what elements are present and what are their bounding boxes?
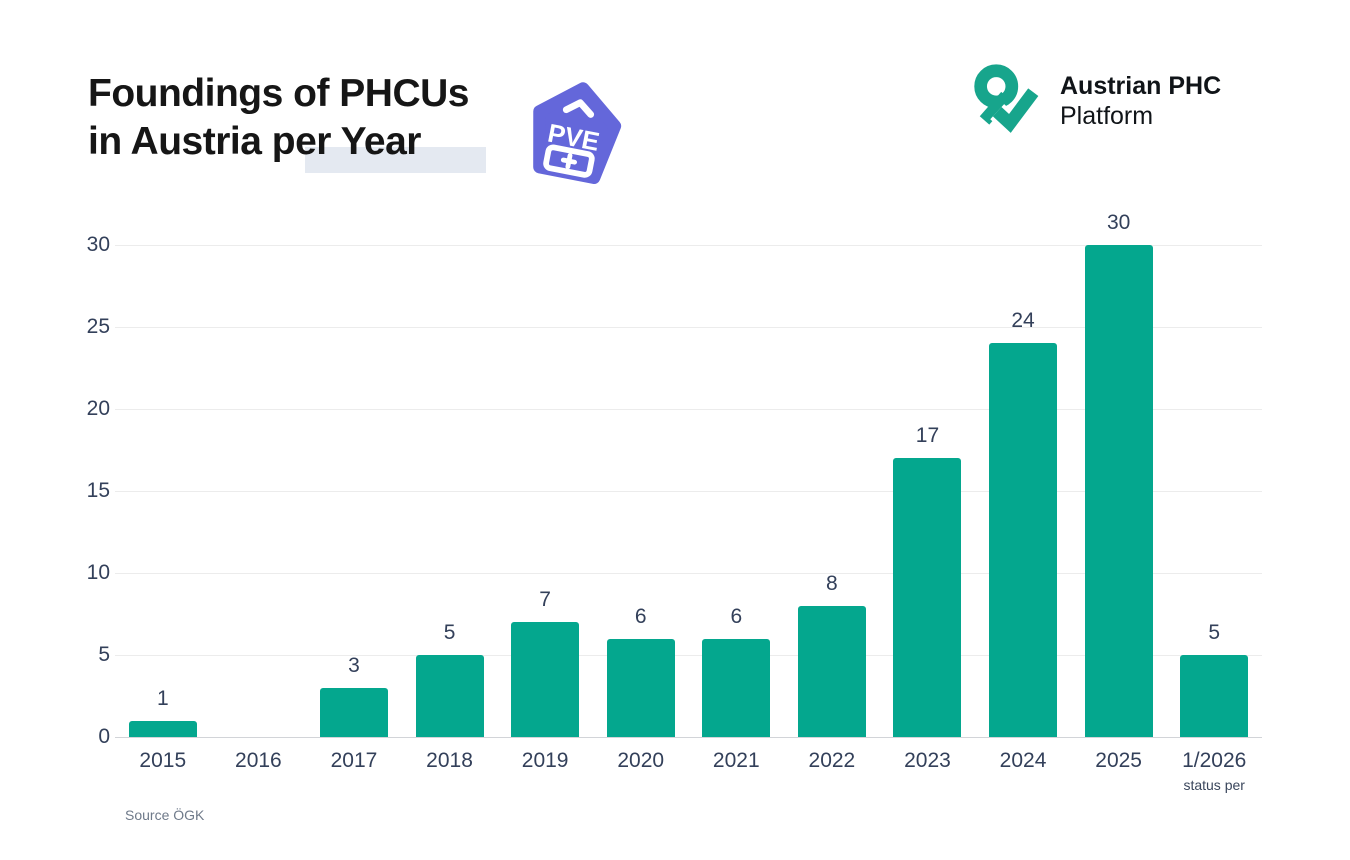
x-axis-label-2024: 2024 (999, 749, 1047, 772)
logo-subtitle: Platform (1060, 102, 1154, 130)
y-axis-label-25: 25 (86, 315, 110, 338)
x-axis-label-2025: 2025 (1095, 749, 1142, 772)
y-axis-label-5: 5 (98, 643, 110, 666)
y-axis-label-15: 15 (86, 479, 110, 502)
bar-value-2017: 3 (348, 653, 360, 677)
source-note: Source ÖGK (125, 807, 205, 823)
gridline-20 (115, 409, 1262, 410)
bar-2015 (128, 720, 197, 737)
bar-2017 (319, 687, 388, 737)
bar-2024 (989, 343, 1058, 737)
logo-title: Austrian PHC (1060, 72, 1222, 100)
x-axis-label-2018: 2018 (426, 749, 473, 772)
gridline-25 (115, 327, 1262, 328)
bar-value-2018: 5 (443, 621, 456, 644)
gridline-15 (115, 491, 1262, 492)
x-axis-label-2020: 2020 (617, 749, 665, 772)
x-axis-label-2015: 2015 (139, 749, 187, 772)
austrian-phc-platform-logo: Austrian PHC Platform (966, 60, 1221, 140)
bar-2025 (1084, 245, 1153, 737)
bar-2022 (797, 605, 866, 737)
bar-value-1/2026: 5 (1208, 621, 1221, 644)
bar-2019 (511, 622, 580, 737)
x-axis-label-2019: 2019 (521, 749, 569, 772)
bar-value-2024: 24 (1011, 309, 1035, 333)
gridline-30 (115, 245, 1262, 246)
x-axis-note: status per (1183, 777, 1245, 793)
x-axis-label-1/2026: 1/2026 (1182, 749, 1247, 772)
title-highlight (305, 147, 486, 173)
bar-value-2019: 7 (539, 588, 551, 612)
bar-value-2025: 30 (1106, 211, 1131, 234)
page-title: Foundings of PHCUs in Austria per Year (88, 70, 469, 166)
y-axis-label-30: 30 (86, 233, 110, 256)
y-axis-label-10: 10 (86, 561, 110, 584)
x-axis-label-2016: 2016 (235, 749, 282, 772)
x-axis-label-2023: 2023 (904, 749, 951, 772)
page-title-line1: Foundings of PHCUs (88, 72, 469, 115)
x-axis-label-2022: 2022 (808, 749, 856, 772)
bar-value-2015: 1 (156, 686, 169, 710)
bar-value-2023: 17 (915, 424, 940, 448)
logo-text: Austrian PHC Platform (1060, 71, 1221, 131)
bar-value-2022: 8 (826, 571, 838, 595)
x-axis-label-2017: 2017 (330, 749, 378, 772)
y-axis-label-0: 0 (98, 725, 110, 748)
gridline-5 (115, 655, 1262, 656)
x-axis-label-2021: 2021 (712, 749, 760, 772)
phc-logo-icon (966, 60, 1044, 140)
bar-value-2020: 6 (634, 604, 647, 628)
pve-badge-icon: PVE (518, 72, 631, 188)
bar-1/2026 (1180, 655, 1249, 737)
bar-2020 (606, 638, 675, 737)
gridline-10 (115, 573, 1262, 574)
bar-2023 (893, 458, 962, 737)
bar-value-2021: 6 (730, 604, 743, 628)
y-axis-label-20: 20 (86, 397, 110, 420)
gridline-0 (115, 737, 1262, 738)
page-title-line2: in Austria per Year (88, 120, 421, 163)
bar-2018 (415, 655, 484, 737)
bar-2021 (702, 638, 771, 737)
